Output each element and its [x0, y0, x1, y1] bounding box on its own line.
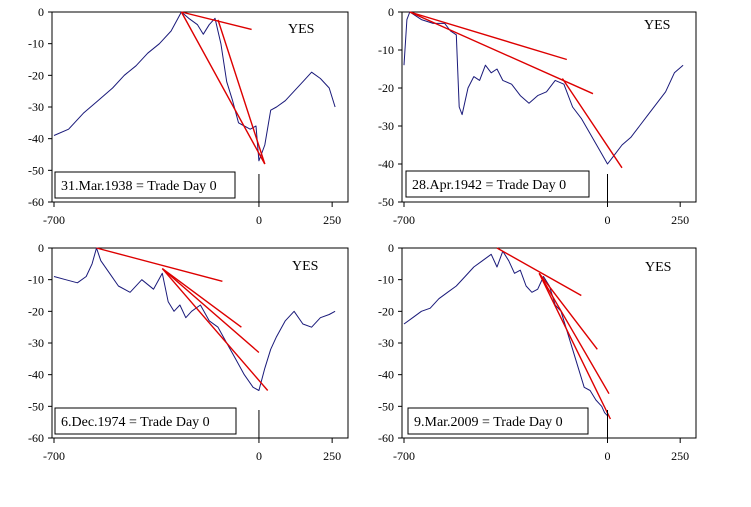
x-tick-label: 0	[605, 213, 611, 227]
y-tick-label: -40	[378, 368, 394, 382]
y-tick-label: -10	[28, 273, 44, 287]
signal-label: YES	[288, 22, 314, 37]
caption-text: 28.Apr.1942 = Trade Day 0	[412, 178, 566, 193]
y-tick-label: -40	[378, 157, 394, 171]
y-tick-label: -20	[378, 81, 394, 95]
x-tick-label: -700	[393, 213, 415, 227]
trendline-3	[538, 272, 610, 395]
y-tick-label: -30	[28, 336, 44, 350]
signal-label: YES	[292, 259, 318, 274]
trendline-3	[217, 19, 266, 165]
x-tick-label: 250	[671, 213, 689, 227]
y-tick-label: -50	[378, 399, 394, 413]
panel-3: 0 -10 -20 -30 -40 -50 -60 -700 0 250 YES 6.Dec.1974…	[28, 241, 349, 463]
y-tick-label: 0	[38, 5, 44, 19]
trendline-2	[161, 268, 242, 328]
trendline-2	[180, 11, 266, 165]
y-tick-label: 0	[388, 241, 394, 255]
signal-label: YES	[645, 260, 671, 275]
y-tick-label: 0	[388, 5, 394, 19]
trendline-3	[161, 268, 260, 354]
y-tick-label: -60	[28, 195, 44, 209]
y-tick-label: 0	[38, 241, 44, 255]
x-tick-label: -700	[43, 213, 65, 227]
caption-text: 31.Mar.1938 = Trade Day 0	[61, 179, 217, 194]
y-tick-label: -50	[378, 195, 394, 209]
caption-text: 6.Dec.1974 = Trade Day 0	[61, 415, 210, 430]
trendline-4	[161, 268, 269, 391]
trendline-2	[409, 11, 594, 95]
trendline-1	[96, 247, 223, 282]
trendline-4	[538, 272, 612, 420]
x-tick-label: 0	[605, 449, 611, 463]
caption-text: 9.Mar.2009 = Trade Day 0	[414, 415, 563, 430]
trendline-1	[409, 11, 568, 61]
x-tick-label: 0	[256, 449, 262, 463]
y-tick-label: -40	[28, 368, 44, 382]
y-tick-label: -10	[378, 273, 394, 287]
y-tick-label: -20	[28, 304, 44, 318]
y-tick-label: -50	[28, 163, 44, 177]
panel-4: 0 -10 -20 -30 -40 -50 -60 -700 0 250 YES 9.Mar.2009…	[378, 241, 697, 463]
plot-frame	[401, 11, 697, 203]
x-tick-label: 0	[256, 213, 262, 227]
panel-2: 0 -10 -20 -30 -40 -50 -700 0 250 YES 28.Apr.1942 =…	[378, 5, 697, 227]
x-tick-label: 250	[323, 449, 341, 463]
x-tick-label: 250	[323, 213, 341, 227]
panel-1: 0 -10 -20 -30 -40 -50 -60 -700 0 250 YES 31.Mar.193…	[28, 5, 349, 227]
caption-box	[407, 407, 589, 435]
y-tick-label: -50	[28, 399, 44, 413]
price-series-line	[403, 11, 684, 165]
caption-box	[405, 170, 590, 198]
caption-box	[54, 407, 237, 435]
x-tick-label: -700	[43, 449, 65, 463]
y-tick-label: -30	[28, 100, 44, 114]
trendline-1	[181, 11, 252, 31]
price-series-line	[403, 250, 608, 417]
y-tick-label: -30	[378, 336, 394, 350]
trendline-3	[561, 78, 623, 169]
y-tick-label: -10	[378, 43, 394, 57]
trendline-2	[538, 272, 598, 350]
y-tick-label: -30	[378, 119, 394, 133]
y-tick-label: -60	[28, 431, 44, 445]
x-tick-label: 250	[671, 449, 689, 463]
x-tick-label: -700	[393, 449, 415, 463]
y-tick-label: -20	[378, 304, 394, 318]
y-tick-label: -10	[28, 37, 44, 51]
trendline-1	[496, 247, 582, 297]
y-tick-label: -20	[28, 68, 44, 82]
y-tick-label: -40	[28, 132, 44, 146]
y-tick-label: -60	[378, 431, 394, 445]
signal-label: YES	[644, 18, 670, 33]
caption-box	[54, 171, 236, 199]
price-series-line	[53, 11, 336, 162]
